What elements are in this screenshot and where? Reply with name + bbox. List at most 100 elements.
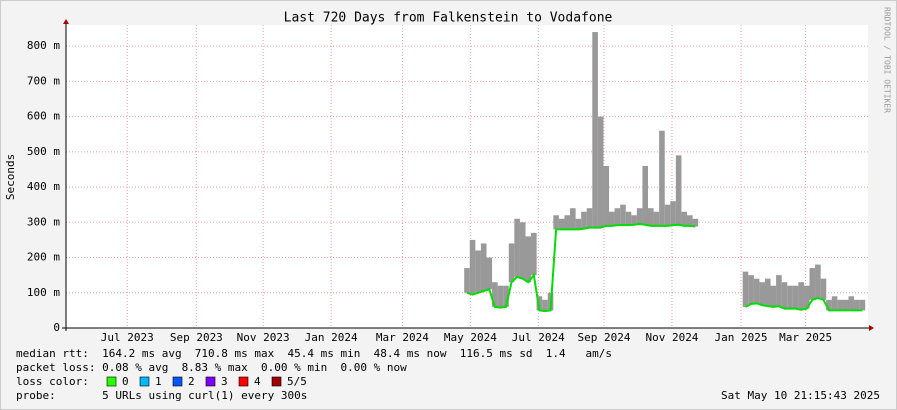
smoke-range — [581, 211, 587, 229]
x-tick-label: Mar 2025 — [779, 331, 832, 344]
smoke-range — [837, 299, 843, 311]
smoke-range — [575, 218, 582, 230]
smoke-range — [659, 130, 665, 226]
smoke-range — [753, 278, 760, 304]
smoke-range — [803, 285, 810, 309]
x-tick-label: Jan 2025 — [715, 331, 768, 344]
smoke-range — [553, 215, 559, 230]
x-tick-label: Nov 2023 — [237, 331, 290, 344]
side-label: RRDTOOL / TOBI OETIKER — [883, 7, 892, 113]
smoke-range — [798, 282, 804, 310]
smoke-range — [742, 271, 749, 307]
loss-legend-label: 1 — [155, 375, 162, 388]
smoke-range — [831, 296, 838, 311]
x-tick-label: Jan 2024 — [305, 331, 358, 344]
smoke-range — [809, 268, 816, 300]
x-tick-label: Jul 2024 — [512, 331, 565, 344]
y-tick-label: 800 m — [27, 39, 60, 52]
y-axis-label: Seconds — [4, 154, 17, 200]
smoke-range — [675, 155, 682, 225]
stats-line: median rtt: 164.2 ms avg 710.8 ms max 45… — [16, 347, 612, 360]
smoke-range — [764, 278, 771, 307]
smoke-range — [480, 243, 487, 292]
loss-swatch — [205, 376, 216, 387]
smoke-range — [664, 204, 671, 226]
smoke-range — [770, 285, 777, 307]
x-tick-label: Mar 2024 — [376, 331, 429, 344]
smoke-range — [681, 211, 688, 226]
smoke-range — [842, 299, 849, 311]
smoke-range — [597, 116, 604, 228]
smoke-range — [525, 236, 532, 283]
smoke-range — [609, 211, 615, 226]
smoke-range — [859, 299, 866, 311]
y-tick-label: 0 — [53, 321, 60, 334]
smoke-range — [776, 275, 782, 307]
x-tick-label: May 2024 — [444, 331, 497, 344]
smoke-range — [647, 208, 654, 226]
loss-swatch — [106, 376, 117, 387]
x-tick-label: Jul 2023 — [101, 331, 154, 344]
loss-legend-label: 0 — [122, 375, 129, 388]
smoke-range — [469, 239, 476, 295]
smoke-range — [592, 32, 598, 228]
smoke-range — [514, 218, 520, 277]
smoke-range — [492, 282, 498, 307]
smoke-range — [542, 299, 548, 312]
smoke-range — [787, 285, 793, 309]
loss-swatch — [238, 376, 249, 387]
smoke-range — [570, 208, 576, 230]
smoke-range — [475, 250, 481, 293]
loss-swatch — [139, 376, 150, 387]
y-tick-label: 400 m — [27, 180, 60, 193]
smoke-range — [848, 296, 855, 311]
smoke-range — [854, 299, 860, 311]
smoke-range — [653, 211, 660, 226]
smoke-range — [692, 218, 699, 227]
y-tick-label: 500 m — [27, 145, 60, 158]
smoke-range — [826, 299, 832, 311]
smoke-range — [497, 285, 504, 308]
loss-swatch — [172, 376, 183, 387]
smoke-range — [670, 201, 676, 226]
smoke-range — [603, 165, 610, 226]
smoke-range — [781, 282, 788, 309]
y-tick-label: 300 m — [27, 215, 60, 228]
smoke-range — [531, 232, 537, 276]
smoke-range — [614, 208, 621, 226]
smoke-range — [620, 204, 626, 226]
smoke-range — [686, 215, 693, 226]
x-tick-label: Sep 2023 — [170, 331, 223, 344]
smoke-range — [792, 285, 799, 309]
y-tick-label: 600 m — [27, 110, 60, 123]
stats-line: packet loss: 0.08 % avg 8.83 % max 0.00 … — [16, 361, 407, 374]
loss-legend-label: 4 — [254, 375, 261, 388]
y-arrow — [63, 19, 69, 24]
smoke-range — [519, 222, 526, 279]
x-tick-label: Nov 2024 — [645, 331, 698, 344]
smoke-range — [558, 218, 565, 230]
y-tick-label: 700 m — [27, 74, 60, 87]
loss-label: loss color: — [16, 375, 89, 388]
y-tick-label: 100 m — [27, 286, 60, 299]
smoke-range — [642, 165, 649, 225]
smoke-range — [486, 257, 493, 290]
loss-legend-label: 3 — [221, 375, 228, 388]
timestamp: Sat May 10 21:15:43 2025 — [721, 389, 880, 402]
smoke-range — [748, 275, 754, 305]
median-line — [466, 223, 863, 313]
x-arrow — [869, 325, 874, 331]
smoke-range — [631, 215, 637, 225]
loss-swatch — [271, 376, 282, 387]
chart-title: Last 720 Days from Falkenstein to Vodafo… — [284, 11, 613, 26]
smoke-range — [815, 264, 821, 299]
smoke-range — [820, 278, 827, 300]
probe-info: probe: 5 URLs using curl(1) every 300s — [16, 389, 307, 402]
loss-legend-label: 5/5 — [287, 375, 307, 388]
smoke-range — [759, 282, 765, 306]
smoke-range — [508, 243, 515, 283]
smoke-range — [503, 285, 509, 307]
smoke-range — [625, 211, 632, 226]
smoke-range — [536, 296, 543, 311]
